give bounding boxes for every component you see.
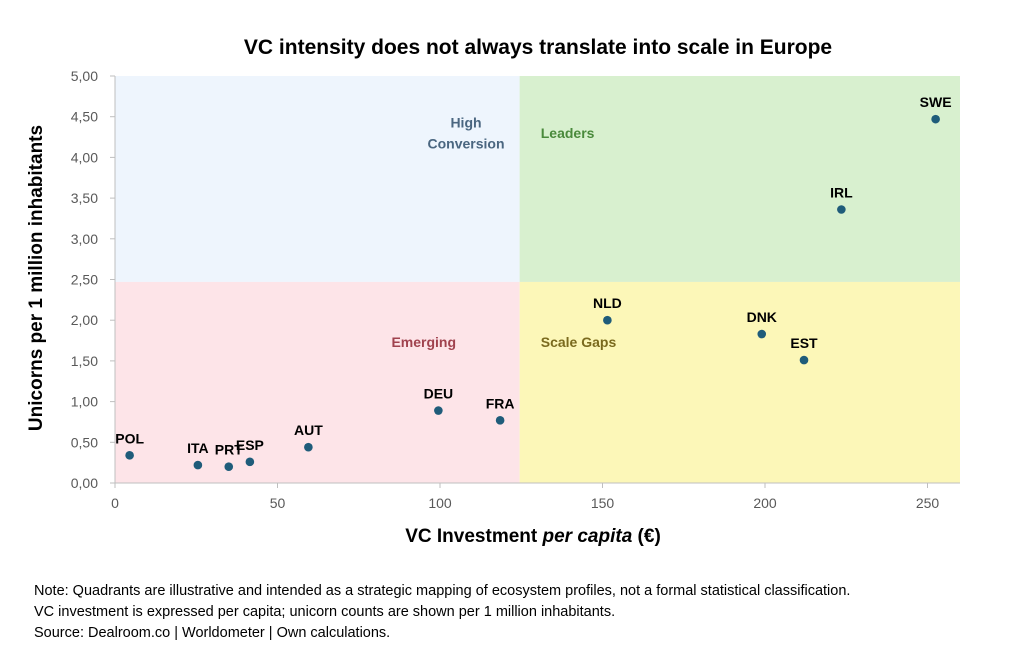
quadrant-emerging	[115, 281, 520, 483]
y-axis-label: Unicorns per 1 million inhabitants	[26, 125, 47, 431]
y-tick-label: 4,50	[71, 109, 98, 125]
quadrant-backgrounds	[115, 76, 960, 483]
note-source: Source: Dealroom.co | Worldometer | Own …	[34, 625, 391, 641]
x-tick-label: 200	[753, 495, 777, 511]
point-label-nld: NLD	[593, 295, 622, 311]
y-tick-label: 2,00	[71, 312, 98, 328]
point-label-deu: DEU	[424, 386, 454, 402]
point-label-aut: AUT	[294, 422, 323, 438]
point-aut	[304, 442, 313, 452]
quadrant-label-scale-gaps: Scale Gaps	[541, 334, 617, 350]
x-tick-label: 100	[428, 495, 452, 511]
scatter-chart: VC intensity does not always translate i…	[26, 36, 960, 547]
y-tick-label: 5,00	[71, 68, 98, 84]
x-tick-label: 250	[916, 495, 940, 511]
quadrant-scale-gaps	[519, 281, 960, 483]
x-tick-label: 50	[270, 495, 286, 511]
quadrant-high-conversion	[115, 76, 520, 282]
point-label-est: EST	[790, 335, 818, 351]
point-deu	[434, 406, 443, 415]
y-tick-label: 1,00	[71, 394, 98, 410]
point-label-prt: PRT	[215, 442, 243, 458]
y-tick-label: 3,50	[71, 190, 98, 206]
y-tick-label: 0,50	[71, 434, 98, 450]
point-pol	[125, 451, 134, 460]
point-irl	[837, 205, 846, 214]
x-axis-ticks: 0 50 100 150 200 250	[111, 483, 939, 511]
point-nld	[603, 315, 612, 325]
x-axis-label: VC Investment per capita (€)	[405, 526, 661, 547]
quadrant-label-leaders: Leaders	[541, 125, 595, 141]
quadrant-leaders	[519, 76, 960, 282]
point-label-ita: ITA	[187, 440, 209, 456]
y-tick-label: 3,00	[71, 231, 98, 247]
quadrant-label-emerging: Emerging	[391, 334, 456, 350]
note-quadrants: Note: Quadrants are illustrative and int…	[34, 583, 851, 599]
y-tick-label: 2,50	[71, 272, 98, 288]
point-label-fra: FRA	[486, 395, 515, 411]
x-tick-label: 0	[111, 495, 119, 511]
y-axis-ticks: 0,00 0,50 1,00 1,50 2,00 2,50 3,00 3,50 4,00 4,50…	[71, 68, 115, 491]
point-ita	[193, 460, 203, 470]
quadrant-labels: High Conversion Leaders Emerging Scale Gaps	[391, 114, 616, 350]
point-prt	[224, 462, 234, 472]
quadrant-label-high-conversion: High Conversion	[427, 114, 504, 151]
data-points	[125, 114, 940, 472]
chart-notes: Note: Quadrants are illustrative and int…	[34, 581, 850, 644]
point-label-esp: ESP	[236, 437, 264, 453]
point-esp	[245, 457, 255, 467]
y-tick-label: 4,00	[71, 149, 98, 165]
point-label-irl: IRL	[830, 184, 853, 200]
note-units: VC investment is expressed per capita; u…	[34, 604, 616, 620]
y-tick-label: 0,00	[71, 475, 98, 491]
point-est	[799, 355, 809, 365]
x-tick-label: 150	[591, 495, 615, 511]
point-swe	[931, 114, 940, 124]
chart-title: VC intensity does not always translate i…	[244, 36, 832, 59]
point-dnk	[757, 329, 767, 339]
point-label-pol: POL	[115, 430, 144, 446]
point-label-dnk: DNK	[747, 309, 777, 325]
point-label-swe: SWE	[920, 94, 952, 110]
point-fra	[495, 416, 505, 425]
y-tick-label: 1,50	[71, 353, 98, 369]
